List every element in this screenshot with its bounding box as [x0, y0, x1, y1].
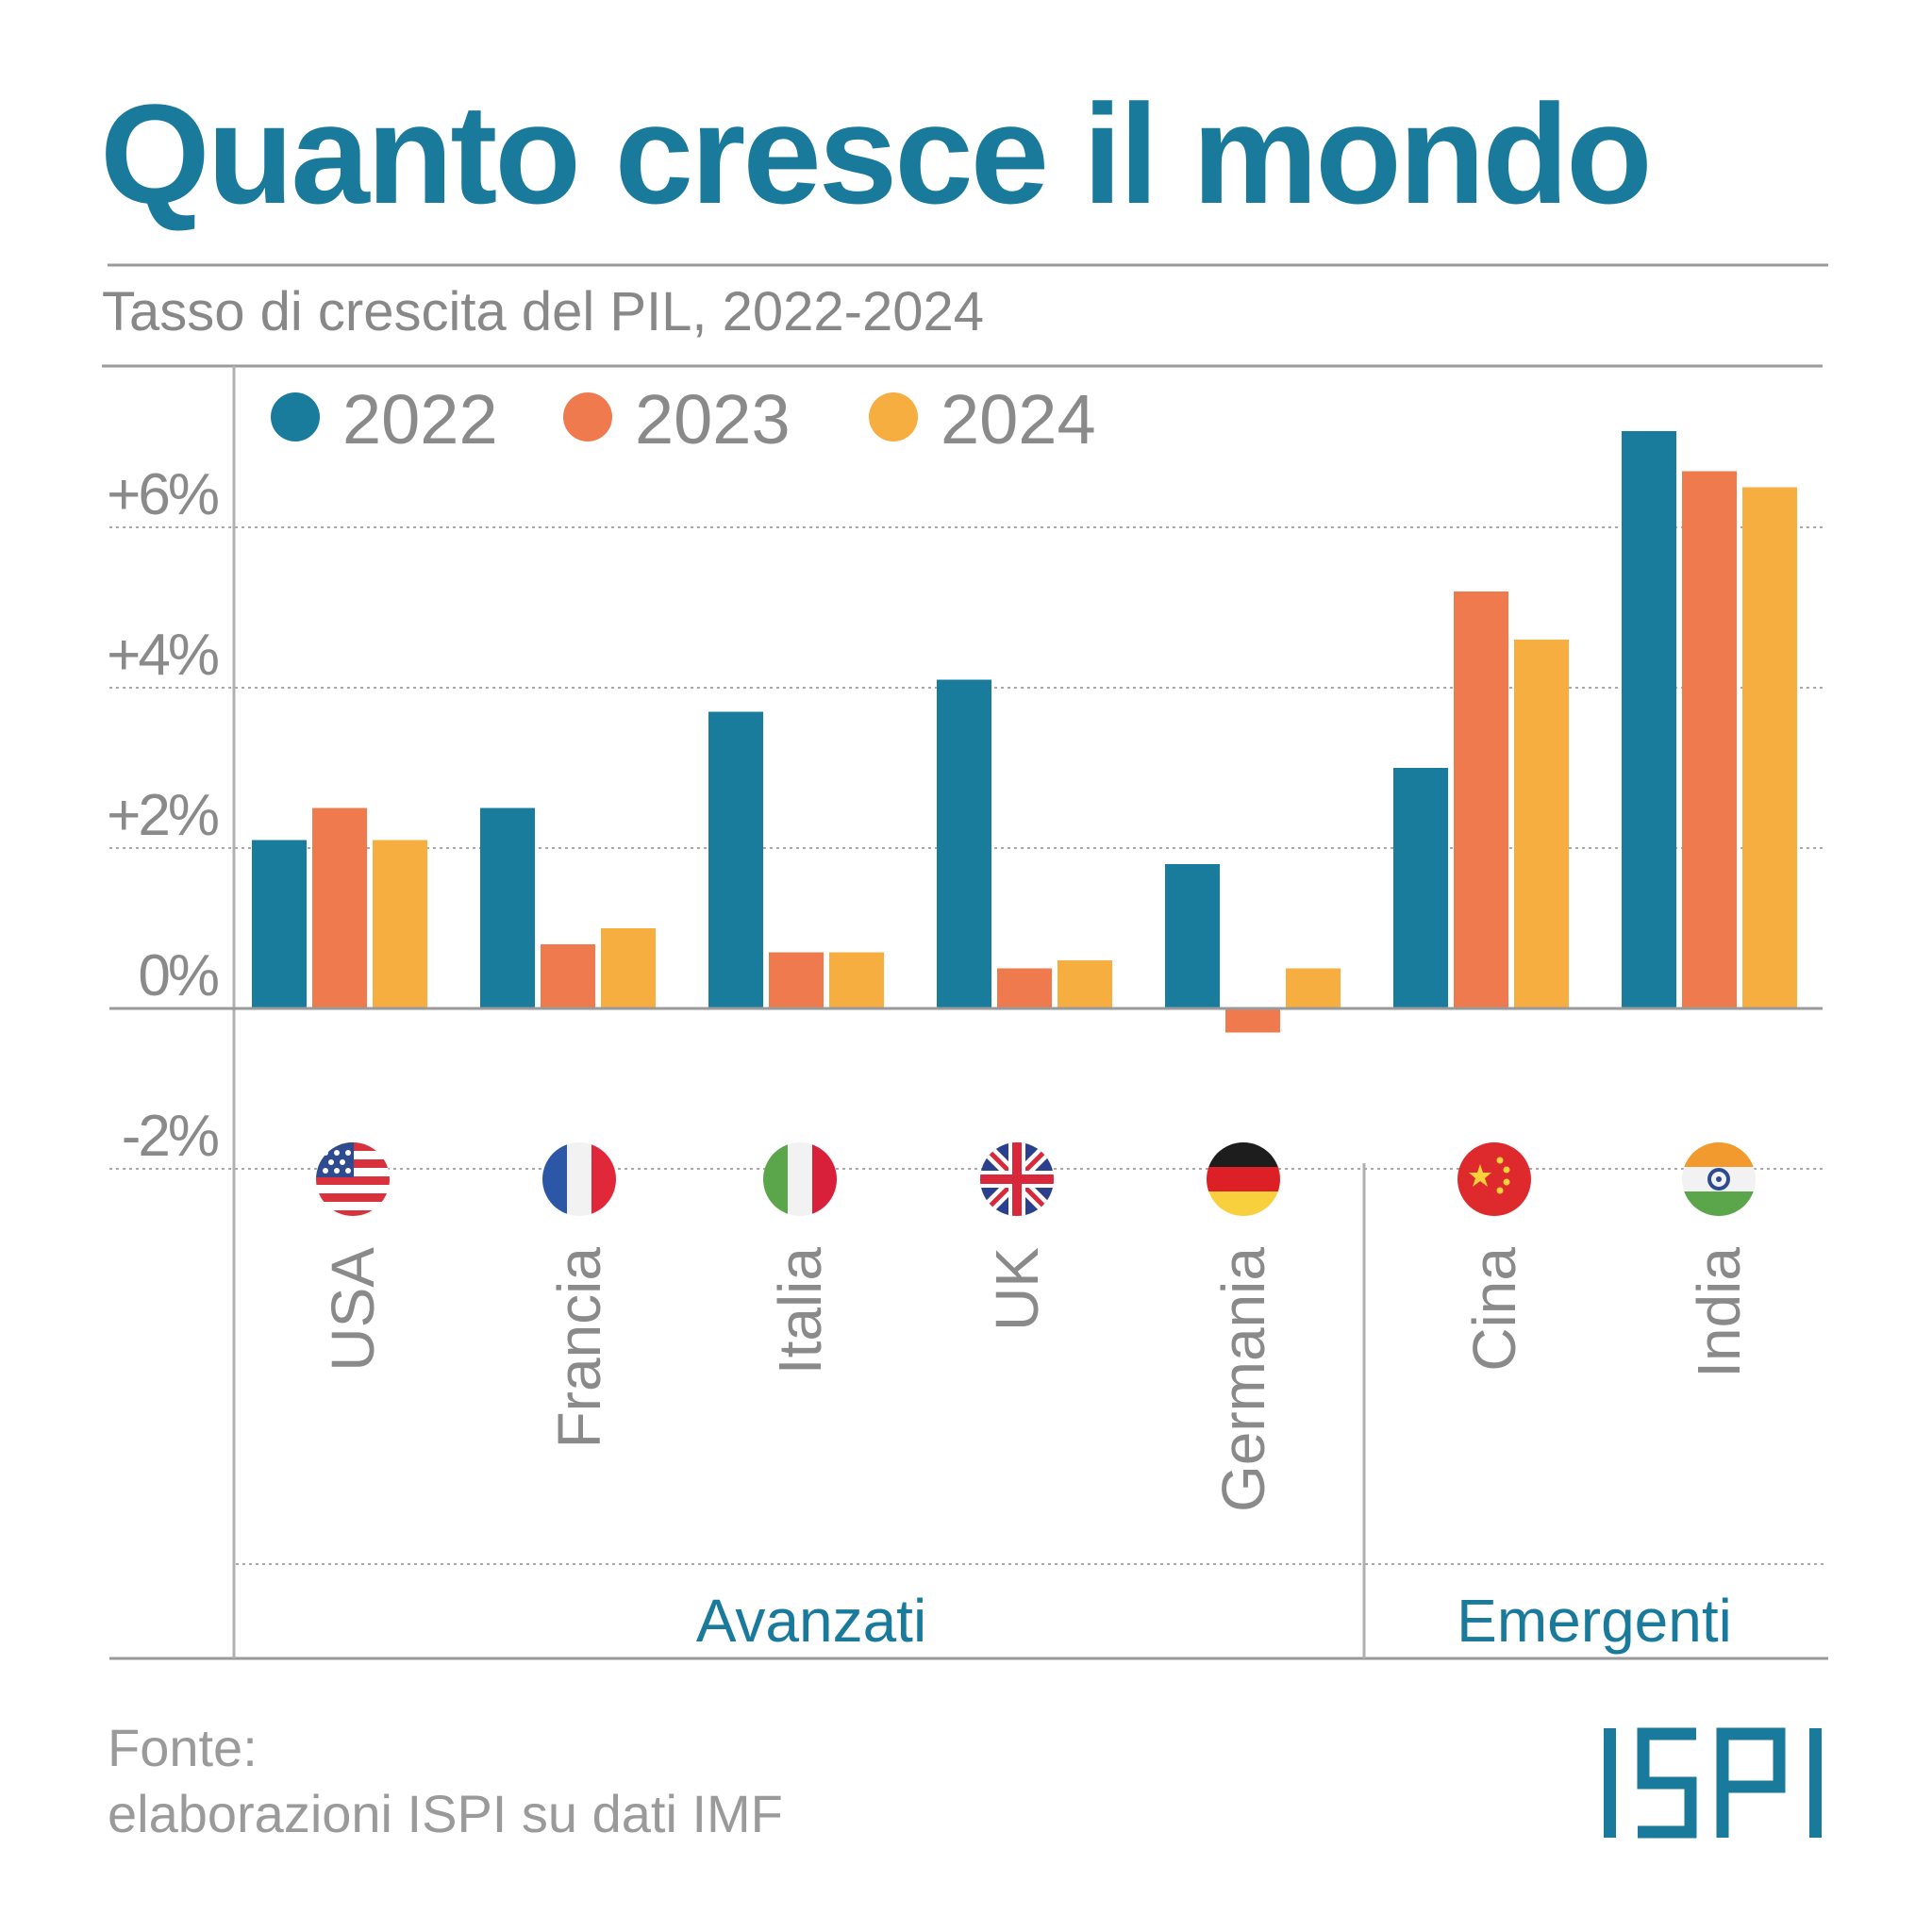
legend-swatch-2024	[869, 392, 918, 441]
bar-italia-2023	[769, 952, 824, 1008]
china-flag-icon	[1457, 1142, 1531, 1216]
bar-uk-2024	[1058, 960, 1112, 1008]
germany-flag-icon	[1207, 1142, 1280, 1216]
group-label-avanzati: Avanzati	[696, 1587, 926, 1655]
bar-francia-2022	[480, 808, 535, 1008]
bar-francia-2023	[541, 944, 595, 1008]
uk-flag-icon	[980, 1142, 1054, 1216]
india-flag-icon	[1682, 1142, 1756, 1216]
source-note: Fonte: elaborazioni ISPI su dati IMF	[108, 1715, 783, 1847]
bar-cina-2024	[1514, 640, 1569, 1008]
italy-flag-icon	[763, 1142, 837, 1216]
legend-label-2024: 2024	[941, 380, 1096, 458]
france-flag-icon	[542, 1142, 616, 1216]
y-tick-label: -2%	[122, 1104, 218, 1169]
category-label-uk: UK	[983, 1247, 1051, 1331]
source-text: elaborazioni ISPI su dati IMF	[108, 1784, 783, 1843]
category-labels: USA Francia Italia UK Germania Cina India	[319, 1247, 1753, 1512]
bar-usa-2023	[312, 808, 367, 1008]
bar-cina-2023	[1454, 591, 1508, 1008]
category-label-francia: Francia	[545, 1247, 613, 1449]
bar-cina-2022	[1393, 768, 1448, 1008]
bar-uk-2023	[997, 968, 1052, 1008]
bar-germania-2022	[1165, 864, 1220, 1008]
bar-germania-2023	[1225, 1008, 1280, 1033]
usa-flag-icon	[316, 1142, 390, 1216]
y-tick-labels: -2% 0% +2% +4% +6%	[107, 462, 221, 1169]
legend-swatch-2023	[563, 392, 612, 441]
bar-india-2022	[1622, 431, 1676, 1008]
bar-germania-2024	[1286, 968, 1341, 1008]
bar-usa-2024	[373, 840, 427, 1008]
ispi-logo	[1604, 1727, 1822, 1839]
bars	[252, 431, 1797, 1033]
category-label-usa: USA	[319, 1247, 387, 1372]
group-label-emergenti: Emergenti	[1457, 1587, 1732, 1655]
bar-india-2024	[1742, 487, 1797, 1008]
bar-usa-2022	[252, 840, 307, 1008]
y-tick-label: +6%	[107, 462, 218, 527]
legend: 2022 2023 2024	[271, 380, 1096, 458]
chart-subtitle: Tasso di crescita del PIL, 2022-2024	[102, 281, 984, 342]
bar-francia-2024	[601, 928, 656, 1008]
bar-uk-2022	[937, 679, 991, 1008]
bar-india-2023	[1682, 471, 1737, 1008]
legend-label-2023: 2023	[635, 380, 791, 458]
category-label-italia: Italia	[766, 1247, 834, 1375]
legend-label-2022: 2022	[342, 380, 498, 458]
source-label: Fonte:	[108, 1718, 258, 1777]
category-label-india: India	[1685, 1247, 1753, 1378]
page-title: Quanto cresce il mondo	[100, 75, 1653, 233]
y-tick-label: 0%	[138, 943, 217, 1008]
category-label-germania: Germania	[1209, 1247, 1277, 1512]
bar-italia-2022	[708, 711, 763, 1008]
category-label-cina: Cina	[1460, 1247, 1528, 1372]
y-tick-label: +4%	[107, 623, 218, 688]
legend-swatch-2022	[271, 392, 320, 441]
bar-italia-2024	[829, 952, 884, 1008]
y-tick-label: +2%	[107, 783, 218, 848]
